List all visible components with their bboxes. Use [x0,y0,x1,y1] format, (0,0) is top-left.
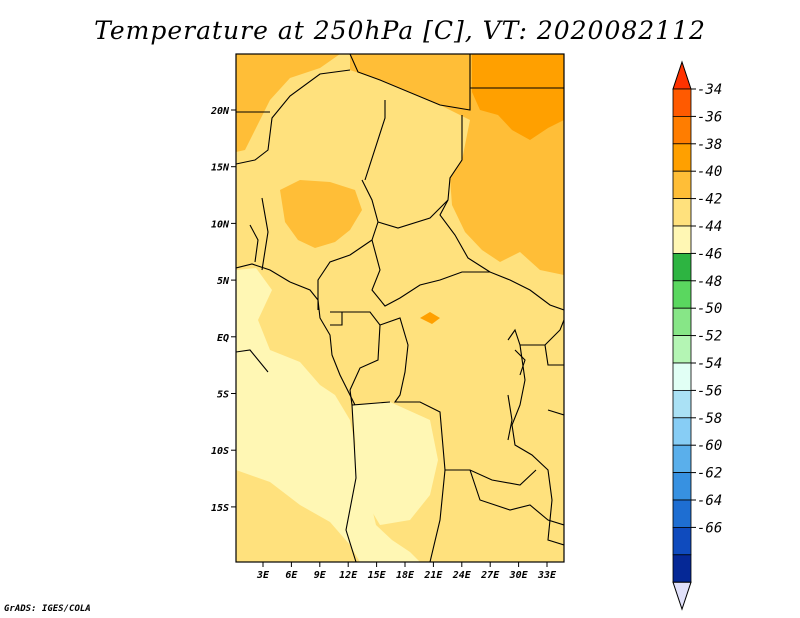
colorbar-swatch [672,335,692,364]
colorbar-label: -60 [697,438,722,454]
colorbar-label: -38 [697,137,722,153]
colorbar-swatch [672,225,692,254]
lat-tick-label: EQ [217,333,229,344]
map-field [236,54,564,562]
colorbar-swatch [672,362,692,391]
colorbar-swatch [672,198,692,227]
colorbar-label: -52 [697,329,722,345]
colorbar-swatch [672,116,692,145]
colorbar-label: -56 [697,383,722,399]
colorbar-label: -48 [697,274,722,290]
colorbar-bottom-arrow [672,581,692,611]
lat-tick-label: 10N [211,219,230,230]
lon-tick-label: 3E [256,570,270,581]
colorbar-label: -54 [697,356,722,372]
colorbar-label: -42 [697,192,722,208]
colorbar: -34 -36 -38 -40 -42 -44 -46 -48 -50 -52 -54 -56 -58 -… [672,60,722,611]
colorbar-swatch [672,170,692,199]
colorbar-swatch [672,389,692,419]
lon-tick-label: 30E [509,570,529,581]
lon-tick-label: 33E [537,570,557,581]
colorbar-swatch [672,444,692,474]
map-title: Temperature at 250hPa [C], VT: 202008211… [94,16,706,45]
lon-tick-label: 24E [452,570,472,581]
colorbar-label: -62 [697,466,722,482]
colorbar-label: -64 [697,493,722,509]
latitude-axis: 20N 15N 10N 5N EQ 5S 10S 15S [210,106,236,514]
colorbar-swatch [672,280,692,309]
colorbar-label: -58 [697,411,722,427]
lon-tick-label: 15E [368,570,387,581]
lat-tick-label: 5S [217,390,229,401]
lat-tick-label: 20N [210,106,230,117]
colorbar-label: -66 [697,520,722,536]
colorbar-swatch [672,88,692,117]
field-mid-sw [236,470,360,562]
field-warmest-ne [472,54,564,140]
colorbar-swatch [672,499,692,528]
colorbar-swatch [672,307,692,337]
colorbar-label: -40 [697,164,722,180]
lon-tick-label: 21E [423,570,443,581]
map-frame [235,53,565,563]
lon-tick-label: 6E [285,570,298,581]
colorbar-swatch [672,143,692,172]
field-warm-center [280,180,362,248]
colorbar-swatch [672,472,692,501]
lat-tick-label: 10S [211,446,229,457]
longitude-axis: 3E 6E 9E 12E 15E 18E 21E 24E 27E 30E 33E [256,562,557,581]
colorbar-label: -34 [697,82,722,98]
field-light-sw [236,268,420,562]
colorbar-label: -46 [697,246,722,262]
lat-tick-label: 15S [211,503,229,514]
coastline [289,281,526,441]
lon-tick-label: 12E [339,570,358,581]
colorbar-swatch [672,252,692,282]
colorbar-swatch [672,554,692,583]
colorbar-swatch [672,527,692,556]
lon-tick-label: 18E [396,570,415,581]
colorbar-top-arrow [672,60,692,90]
colorbar-label: -50 [697,301,722,317]
field-small-orange [420,312,440,324]
field-light-s [352,402,438,525]
country-borders [236,54,564,562]
field-warm-nw [236,54,340,152]
colorbar-swatch [672,417,692,446]
lon-tick-label: 27E [480,570,500,581]
colorbar-label: -36 [697,109,722,125]
colorbar-label: -44 [697,219,722,235]
grads-credit: GrADS: IGES/COLA [4,604,91,614]
lat-tick-label: 5N [217,276,230,287]
lon-tick-label: 9E [314,570,327,581]
lat-tick-label: 15N [211,163,230,174]
